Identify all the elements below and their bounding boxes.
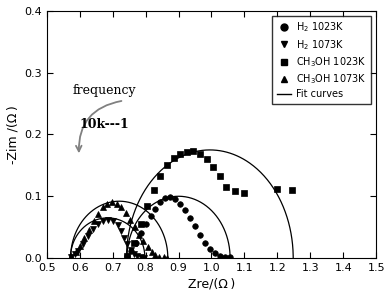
X-axis label: Zre/(Ω ): Zre/(Ω ) (188, 277, 235, 290)
Text: frequency: frequency (73, 84, 136, 97)
Legend: H$_2$ 1023K, H$_2$ 1073K, CH$_3$OH 1023K, CH$_3$OH 1073K, Fit curves: H$_2$ 1023K, H$_2$ 1073K, CH$_3$OH 1023K… (272, 16, 371, 104)
Y-axis label: -Zim /(Ω ): -Zim /(Ω ) (7, 105, 20, 164)
Text: 10k---1: 10k---1 (80, 118, 129, 131)
